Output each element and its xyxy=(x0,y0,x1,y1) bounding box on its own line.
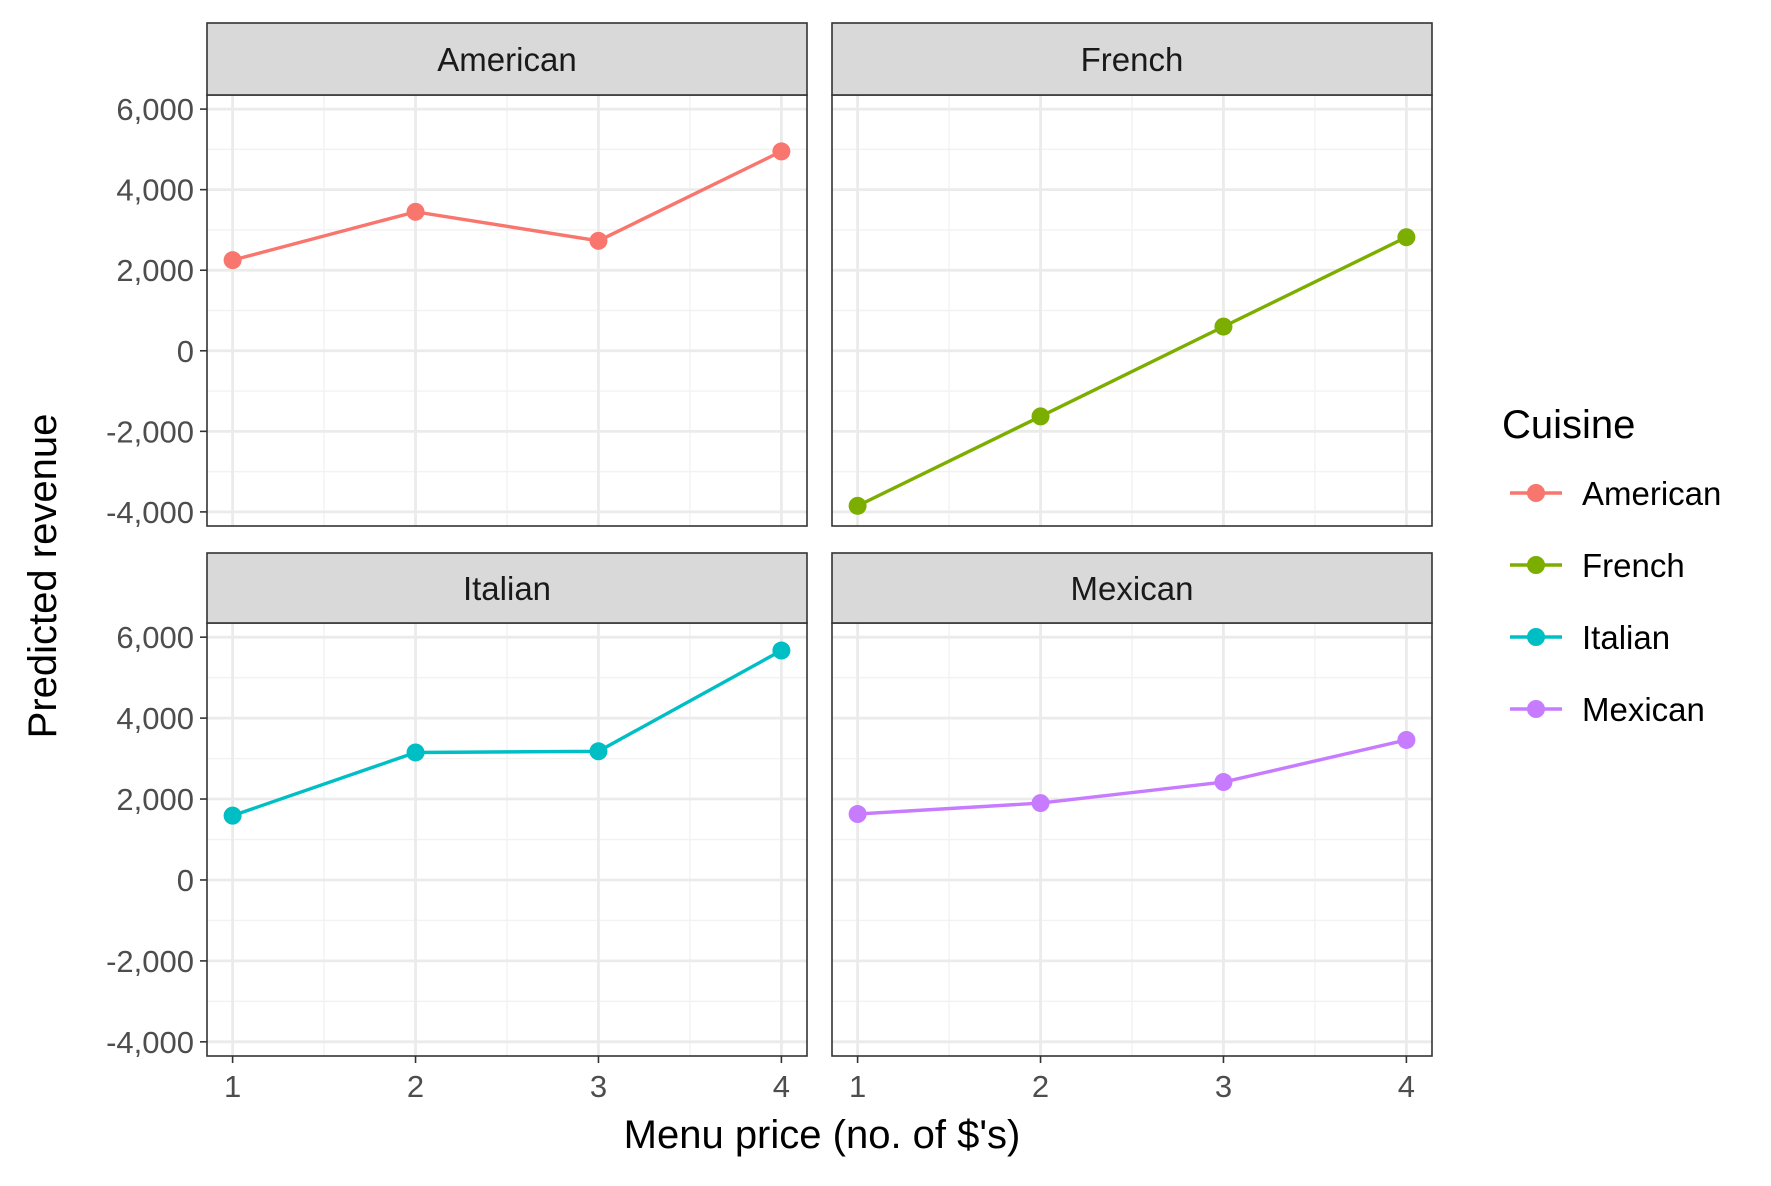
series-line-italian xyxy=(232,649,783,818)
x-tick-label: 3 xyxy=(1215,1069,1232,1104)
legend-key-point xyxy=(1527,556,1545,574)
legend-label: Italian xyxy=(1582,619,1670,656)
data-point-mexican xyxy=(1214,773,1233,792)
data-point-italian xyxy=(406,743,425,762)
legend: Cuisine American French Italian Mexican xyxy=(1502,403,1721,728)
legend-key-point xyxy=(1527,628,1545,646)
y-tick-label: 6,000 xyxy=(116,92,194,127)
strip-label: Mexican xyxy=(1071,570,1194,607)
y-tick-label: -4,000 xyxy=(106,1025,194,1060)
panel-mexican: Mexican 1 2 3 4 xyxy=(831,552,1433,1104)
y-tick-label: 4,000 xyxy=(116,701,194,736)
legend-item-mexican: Mexican xyxy=(1510,691,1705,728)
legend-key-point xyxy=(1527,484,1545,502)
strip-label: Italian xyxy=(463,570,551,607)
data-point-american xyxy=(406,202,425,221)
legend-title: Cuisine xyxy=(1502,403,1635,447)
data-point-mexican xyxy=(848,805,867,824)
panel-american: American -4,000 -2,000 0 2,000 4,000 6,000 xyxy=(106,22,808,530)
data-point-american xyxy=(772,142,791,161)
y-tick-label: 2,000 xyxy=(116,253,194,288)
legend-label: French xyxy=(1582,547,1685,584)
series-line-french xyxy=(856,235,1408,508)
x-tick-label: 2 xyxy=(407,1069,424,1104)
y-tick-label: 4,000 xyxy=(116,173,194,208)
legend-item-french: French xyxy=(1510,547,1685,584)
legend-items: American French Italian Mexican xyxy=(1510,475,1721,728)
y-tick-label: 0 xyxy=(177,863,194,898)
x-tick-label: 3 xyxy=(590,1069,607,1104)
data-point-mexican xyxy=(1397,730,1416,749)
strip-background xyxy=(831,22,1433,96)
panel-french: French xyxy=(831,22,1433,527)
y-tick-label: -2,000 xyxy=(106,944,194,979)
x-tick-label: 4 xyxy=(773,1069,790,1104)
data-point-french xyxy=(1214,317,1233,336)
data-point-american xyxy=(223,251,242,270)
data-point-french xyxy=(848,496,867,515)
y-tick-label: 6,000 xyxy=(116,620,194,655)
data-point-italian xyxy=(772,641,791,660)
x-tick-label: 1 xyxy=(224,1069,241,1104)
y-tick-label: 2,000 xyxy=(116,782,194,817)
legend-key-point xyxy=(1527,700,1545,718)
data-point-mexican xyxy=(1031,794,1050,813)
panel-italian: Italian -4,000 -2,000 0 2,000 4,000 6,000 1 2 3 4 xyxy=(106,552,808,1104)
x-tick-label: 2 xyxy=(1032,1069,1049,1104)
strip-background xyxy=(206,22,808,96)
data-point-french xyxy=(1397,228,1416,247)
data-point-italian xyxy=(223,806,242,825)
x-tick-label: 1 xyxy=(849,1069,866,1104)
legend-item-italian: Italian xyxy=(1510,619,1670,656)
legend-label: American xyxy=(1582,475,1721,512)
data-point-american xyxy=(589,231,608,250)
x-axis-title: Menu price (no. of $'s) xyxy=(624,1113,1021,1157)
series-line-mexican xyxy=(857,738,1407,816)
x-tick-label: 4 xyxy=(1398,1069,1415,1104)
strip-background xyxy=(831,552,1433,624)
data-point-italian xyxy=(589,742,608,761)
legend-label: Mexican xyxy=(1582,691,1705,728)
strip-label: American xyxy=(437,41,576,78)
data-point-french xyxy=(1031,407,1050,426)
y-tick-label: 0 xyxy=(177,334,194,369)
strip-label: French xyxy=(1081,41,1184,78)
legend-item-american: American xyxy=(1510,475,1721,512)
y-tick-label: -2,000 xyxy=(106,414,194,449)
strip-background xyxy=(206,552,808,624)
panels-layer: American -4,000 -2,000 0 2,000 4,000 6,000 Fren… xyxy=(106,22,1433,1104)
y-tick-label: -4,000 xyxy=(106,495,194,530)
y-axis-title: Predicted revenue xyxy=(21,414,65,739)
series-line-american xyxy=(232,149,783,262)
